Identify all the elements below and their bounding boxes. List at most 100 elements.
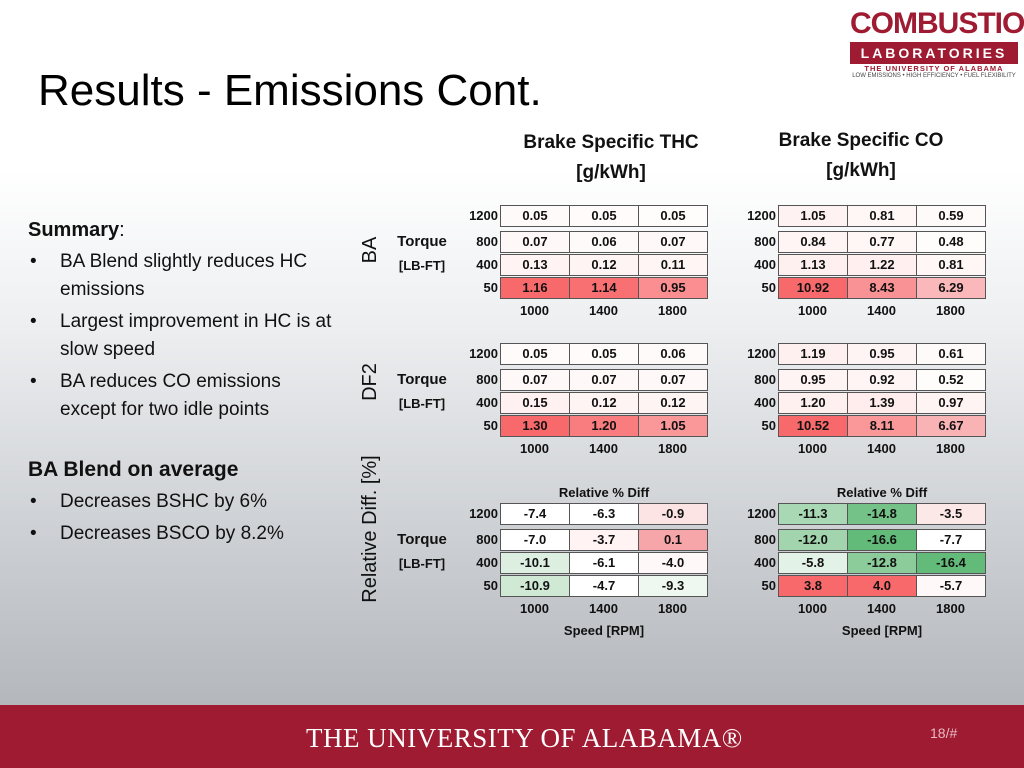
table-cell: 6.29 <box>916 277 986 299</box>
table-cell: 0.59 <box>916 205 986 227</box>
table-cell: 1.14 <box>569 277 639 299</box>
row-label: 1200 <box>747 346 776 361</box>
summary-bullet: BA reduces CO emissions except for two i… <box>28 368 338 424</box>
table-cell: 0.11 <box>638 254 708 276</box>
table-cell: 0.07 <box>569 369 639 391</box>
table-cell: -14.8 <box>847 503 917 525</box>
table-cell: 0.12 <box>569 392 639 414</box>
table-cell: 0.05 <box>500 343 570 365</box>
table-cell: 0.61 <box>916 343 986 365</box>
table-cell: 1.20 <box>778 392 848 414</box>
column-label: 1400 <box>867 601 896 616</box>
speed-caption-thc: Speed [RPM] <box>563 623 645 638</box>
row-label: 400 <box>754 257 776 272</box>
average-list: Decreases BSHC by 6% Decreases BSCO by 8… <box>28 488 338 548</box>
table-cell: -7.4 <box>500 503 570 525</box>
column-label: 1400 <box>589 441 618 456</box>
table-cell: 0.97 <box>916 392 986 414</box>
table-cell: 1.30 <box>500 415 570 437</box>
row-label: 50 <box>761 578 776 593</box>
table-cell: 0.05 <box>638 205 708 227</box>
table-cell: 0.07 <box>500 231 570 253</box>
row-label: 400 <box>476 257 498 272</box>
table-cell: 1.39 <box>847 392 917 414</box>
logo-line3: THE UNIVERSITY OF ALABAMA <box>864 64 1004 73</box>
rel-caption-thc: Relative % Diff <box>558 485 650 500</box>
table-cell: 1.22 <box>847 254 917 276</box>
table-cell: 0.13 <box>500 254 570 276</box>
co-header: Brake Specific CO [g/kWh] <box>778 130 944 181</box>
torque-label-ba: Torque [LB-FT] <box>397 233 447 273</box>
row-label: 1200 <box>469 346 498 361</box>
df2-label: DF2 <box>359 363 381 401</box>
column-label: 1000 <box>520 601 549 616</box>
column-label: 1800 <box>658 441 687 456</box>
table-cell: -11.3 <box>778 503 848 525</box>
relative-diff-label: Relative Diff. [%] <box>359 455 381 603</box>
table-cell: -3.7 <box>569 529 639 551</box>
table-cell: 0.48 <box>916 231 986 253</box>
table-cell: -6.1 <box>569 552 639 574</box>
column-label: 1000 <box>520 441 549 456</box>
row-label: 50 <box>761 418 776 433</box>
table-cell: 10.52 <box>778 415 848 437</box>
row-label: 800 <box>754 532 776 547</box>
table-cell: 0.84 <box>778 231 848 253</box>
column-label: 1000 <box>798 303 827 318</box>
row-label: 50 <box>483 418 498 433</box>
table-cell: 0.77 <box>847 231 917 253</box>
table-cell: 0.1 <box>638 529 708 551</box>
table-cell: -16.4 <box>916 552 986 574</box>
row-label: 800 <box>754 372 776 387</box>
logo-tagline: LOW EMISSIONS • HIGH EFFICIENCY • FUEL F… <box>852 73 1016 79</box>
row-label: 1200 <box>747 506 776 521</box>
summary-heading: Summary: <box>28 219 125 241</box>
table-cell: 8.11 <box>847 415 917 437</box>
summary-panel: Summary: BA Blend slightly reduces HC em… <box>28 216 338 552</box>
table-cell: 1.16 <box>500 277 570 299</box>
table-cell: 4.0 <box>847 575 917 597</box>
average-bullet: Decreases BSCO by 8.2% <box>28 520 338 548</box>
table-cell: 0.05 <box>569 205 639 227</box>
table-cell: 0.95 <box>778 369 848 391</box>
summary-bullet: Largest improvement in HC is at slow spe… <box>28 308 338 364</box>
average-bullet: Decreases BSHC by 6% <box>28 488 338 516</box>
column-label: 1800 <box>658 601 687 616</box>
table-cell: -9.3 <box>638 575 708 597</box>
row-label: 800 <box>476 532 498 547</box>
ba-label: BA <box>359 236 381 264</box>
row-label: 800 <box>754 234 776 249</box>
table-cell: -3.5 <box>916 503 986 525</box>
row-label: 1200 <box>469 208 498 223</box>
table-cell: 8.43 <box>847 277 917 299</box>
torque-label-rel: Torque [LB-FT] <box>397 531 447 571</box>
table-cell: 0.12 <box>569 254 639 276</box>
column-label: 1800 <box>936 441 965 456</box>
thc-header: Brake Specific THC [g/kWh] <box>523 132 699 183</box>
table-cell: -10.9 <box>500 575 570 597</box>
column-label: 1400 <box>867 303 896 318</box>
logo-line1: COMBUSTION <box>850 7 1024 40</box>
table-cell: -16.6 <box>847 529 917 551</box>
table-cell: 0.12 <box>638 392 708 414</box>
table-cell: 0.05 <box>569 343 639 365</box>
row-label: 400 <box>476 395 498 410</box>
row-label: 400 <box>754 395 776 410</box>
table-cell: 0.07 <box>638 231 708 253</box>
average-heading: BA Blend on average <box>28 458 239 481</box>
column-label: 1000 <box>798 601 827 616</box>
column-label: 1400 <box>867 441 896 456</box>
table-cell: 6.67 <box>916 415 986 437</box>
table-cell: 0.81 <box>916 254 986 276</box>
table-cell: 0.07 <box>638 369 708 391</box>
column-label: 1000 <box>798 441 827 456</box>
table-cell: 0.06 <box>569 231 639 253</box>
row-label: 800 <box>476 234 498 249</box>
column-label: 1400 <box>589 303 618 318</box>
row-label: 50 <box>483 578 498 593</box>
table-cell: 0.95 <box>638 277 708 299</box>
combustion-labs-logo: COMBUSTION LABORATORIES THE UNIVERSITY O… <box>850 7 1024 80</box>
table-cell: -6.3 <box>569 503 639 525</box>
row-label: 1200 <box>469 506 498 521</box>
table-cell: 1.05 <box>778 205 848 227</box>
